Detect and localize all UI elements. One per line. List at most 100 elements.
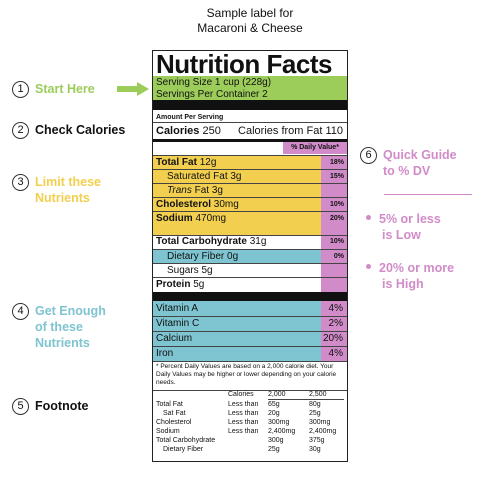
calories-row: Calories 250 Calories from Fat 110 [153,124,347,138]
nutrient-row-cholesterol: Cholesterol 30mg 10% [153,198,347,211]
amount-per-serving: Amount Per Serving [156,114,224,121]
bullet-dot-icon [366,215,371,221]
calories-label: Calories [156,125,200,137]
pct-column [321,235,347,301]
step-label: Get Enough [35,304,106,318]
nutrient-row-total-fat: Total Fat 12g 18% [153,156,347,169]
step-number: 5 [12,398,29,415]
calories-value: 250 [202,125,221,137]
nutrient-pct: 18% [329,159,344,166]
bullet-text: 5% or less [379,212,441,226]
divider [153,390,347,391]
step-label: Limit these [35,175,101,189]
servings-per-container: Servings Per Container 2 [156,88,268,100]
vitamin-name: Iron [156,348,174,359]
divider [153,361,347,362]
nutrient-row-sugars: Sugars 5g [153,264,347,277]
medium-divider [153,139,347,142]
nutrient-row-trans-fat: Trans Fat 3g [153,184,347,197]
guide-bullet-low: 5% or less is Low [366,211,441,243]
footnote-cell: 25g [268,446,280,453]
divider [153,169,347,170]
vitamin-row: Iron 4% [153,347,347,361]
calories-from-fat: Calories from Fat 110 [238,125,343,137]
vitamin-name: Calcium [156,333,193,344]
divider [153,263,347,264]
step-label: of these [35,320,83,334]
guide-divider [384,194,472,195]
nutrient-name: Sodium [156,213,193,224]
nutrient-name: Sugars [167,265,199,276]
nutrient-name: Total Fat [156,157,197,168]
step-number: 2 [12,122,29,139]
footnote-cell: Less than [228,419,259,426]
nutrient-pct: 15% [329,173,344,180]
label-caption: Sample label for Macaroni & Cheese [150,6,350,36]
vitamin-pct: 20% [322,333,343,344]
nutrient-pct: 0% [333,253,344,260]
step-get-enough: 4 Get Enough of these Nutrients [12,303,106,351]
bullet-dot-icon [366,264,371,270]
footnote-cell: 300g [268,437,284,444]
nutrient-row-total-carbohydrate: Total Carbohydrate 31g 10% [153,235,347,248]
vitamin-pct: 4% [328,348,343,359]
nutrient-name: Cholesterol [156,199,212,210]
footnote-cell: Total Fat [156,401,183,408]
bullet-text: is High [382,277,424,291]
nutrition-facts-title: Nutrition Facts [156,50,332,79]
nutrient-name: Saturated Fat [167,171,228,182]
footnote-cell: Sat Fat [163,410,186,417]
vitamin-row: Vitamin A 4% [153,302,347,316]
step-label: Nutrients [35,191,90,205]
footnote-cell: 20g [268,410,280,417]
divider [153,331,347,332]
divider [153,211,347,212]
step-label: Check Calories [35,123,126,137]
nutrition-label: Nutrition Facts Serving Size 1 cup (228g… [152,50,348,462]
divider [153,316,347,317]
footnote-cell: Less than [228,401,259,408]
divider [268,399,344,400]
footnote-cell: Less than [228,410,259,417]
footnote-cell: Total Carbohydrate [156,437,216,444]
footnote-cell: Less than [228,428,259,435]
nutrient-amount: 5g [201,265,213,276]
footnote-cell: 300mg [268,419,290,426]
divider [153,122,347,123]
divider [153,155,347,156]
nutrient-pct: 20% [329,215,344,222]
footnote-cell: Cholesterol [156,419,192,426]
nutrient-amount: 0g [227,251,239,262]
nutrient-pct: 10% [329,201,344,208]
right-arrow-icon [117,82,149,96]
vitamin-row: Calcium 20% [153,332,347,346]
thick-divider [153,292,347,301]
footnote-cell: 80g [309,401,321,408]
caption-line1: Sample label for [206,6,294,20]
serving-info: Serving Size 1 cup (228g) Servings Per C… [153,76,347,100]
guide-bullet-high: 20% or more is High [366,260,454,292]
step-label: Start Here [35,82,95,96]
divider [153,197,347,198]
footnote-header: 2,500 [309,391,327,398]
nutrient-pct: 10% [329,238,344,245]
footnote-cell: 25g [309,410,321,417]
vitamin-name: Vitamin C [156,318,200,329]
nutrient-amount: 30mg [213,199,239,210]
nutrient-name: Trans [167,185,192,196]
divider [153,183,347,184]
divider [153,249,347,250]
step-footnote: 5 Footnote [12,398,88,415]
vitamin-pct: 2% [328,318,343,329]
nutrient-row-saturated-fat: Saturated Fat 3g 15% [153,170,347,183]
caption-line2: Macaroni & Cheese [197,21,303,35]
vitamin-pct: 4% [328,303,343,314]
nutrient-amount: 470mg [195,213,227,224]
footnote-cell: 375g [309,437,325,444]
footnote-cell: Sodium [156,428,180,435]
step-start-here: 1 Start Here [12,81,95,98]
nutrient-row-protein: Protein 5g [153,278,347,291]
vitamin-row: Vitamin C 2% [153,317,347,331]
divider [153,346,347,347]
footnote-header: 2,000 [268,391,286,398]
